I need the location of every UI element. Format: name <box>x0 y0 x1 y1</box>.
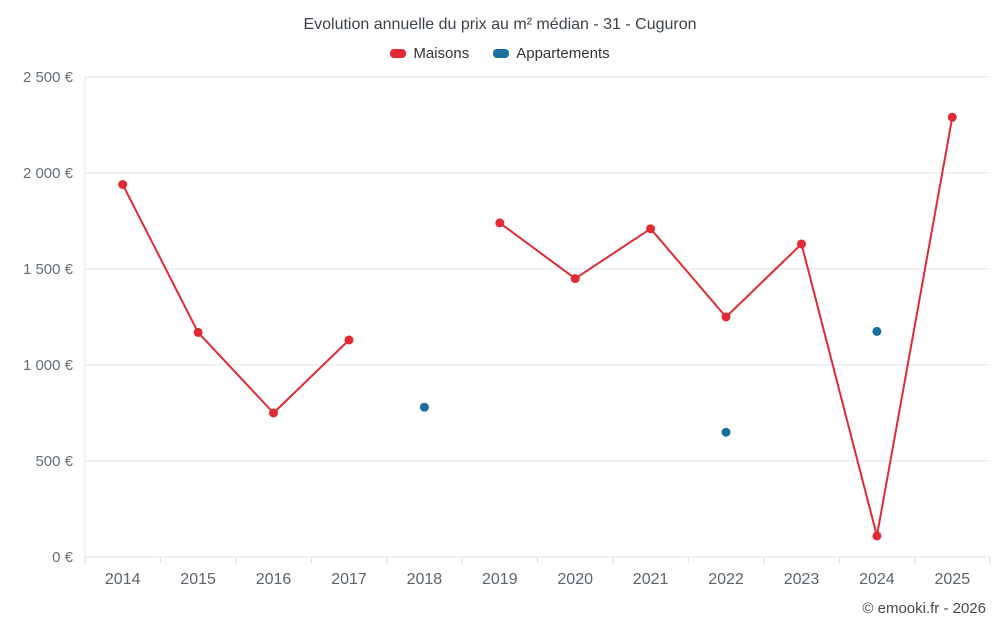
y-tick-label: 1 000 € <box>23 357 74 374</box>
x-tick-label: 2014 <box>105 571 141 588</box>
data-point-0-6[interactable] <box>570 274 580 284</box>
data-point-0-9[interactable] <box>797 239 806 249</box>
data-point-0-7[interactable] <box>646 224 656 234</box>
legend-item-appartements[interactable]: Appartements <box>493 45 610 62</box>
data-point-0-5[interactable] <box>495 218 505 228</box>
data-point-0-0[interactable] <box>118 180 128 189</box>
legend-marker-maisons-icon <box>390 49 407 58</box>
x-tick-label: 2019 <box>482 571 518 588</box>
x-tick-label: 2021 <box>633 571 669 588</box>
y-tick-label: 2 500 € <box>23 69 74 86</box>
y-tick-label: 2 000 € <box>23 165 74 182</box>
x-tick-label: 2018 <box>407 571 443 588</box>
data-point-0-10[interactable] <box>872 531 882 541</box>
legend-item-maisons[interactable]: Maisons <box>390 45 469 62</box>
data-point-0-2[interactable] <box>269 408 278 418</box>
y-tick-label: 500 € <box>35 453 73 470</box>
y-tick-label: 0 € <box>52 549 74 566</box>
x-tick-label: 2020 <box>557 571 593 588</box>
data-point-0-1[interactable] <box>193 327 203 337</box>
x-tick-label: 2024 <box>859 571 895 588</box>
chart-legend: Maisons Appartements <box>0 45 1000 62</box>
data-point-0-11[interactable] <box>947 112 957 122</box>
x-tick-label: 2025 <box>935 571 971 588</box>
legend-label-maisons: Maisons <box>413 45 470 62</box>
series-line-0 <box>121 116 954 537</box>
y-tick-label: 1 500 € <box>23 261 74 278</box>
data-point-1-10[interactable] <box>872 326 882 336</box>
x-tick-label: 2023 <box>784 571 820 588</box>
data-point-0-8[interactable] <box>721 312 731 322</box>
x-tick-label: 2015 <box>180 571 216 588</box>
data-point-0-3[interactable] <box>344 335 354 345</box>
legend-marker-appartements-icon <box>493 49 510 58</box>
legend-label-appartements: Appartements <box>516 45 610 62</box>
data-point-1-4[interactable] <box>419 402 429 412</box>
chart-title: Evolution annuelle du prix au m² médian … <box>303 16 697 33</box>
x-tick-label: 2017 <box>331 571 367 588</box>
copyright-text: © emooki.fr - 2026 <box>862 600 986 617</box>
data-point-1-8[interactable] <box>721 427 731 437</box>
x-tick-label: 2016 <box>256 571 292 588</box>
x-tick-label: 2022 <box>708 571 744 588</box>
